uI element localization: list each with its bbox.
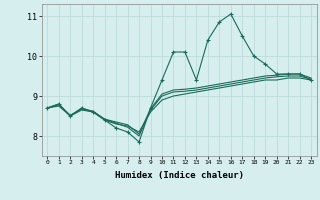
X-axis label: Humidex (Indice chaleur): Humidex (Indice chaleur) xyxy=(115,171,244,180)
